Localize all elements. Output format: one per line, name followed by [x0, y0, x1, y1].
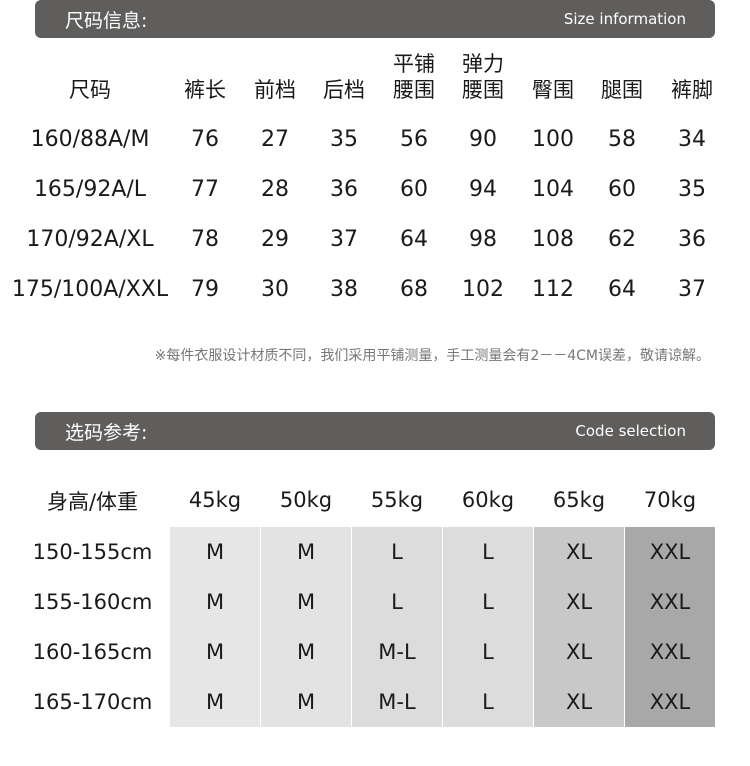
size-cell: 38 — [330, 277, 358, 302]
size-row-label: 175/100A/XXL — [11, 277, 169, 302]
size-recommendation-cell: L — [443, 527, 533, 577]
size-cell: 77 — [191, 177, 219, 202]
corner-label: 身高/体重 — [46, 490, 139, 514]
size-cell: 35 — [678, 177, 706, 202]
size-cell: 60 — [608, 177, 636, 202]
size-column-header: 腰围 — [393, 78, 435, 102]
size-column-header: 腿围 — [601, 78, 643, 102]
size-recommendation-cell: XXL — [625, 577, 715, 627]
code-selection-header: 选码参考: Code selection — [35, 412, 715, 450]
size-cell: 94 — [469, 177, 497, 202]
height-row-label: 155-160cm — [32, 590, 153, 614]
size-column-header: 前档 — [254, 78, 296, 102]
size-recommendation-cell: XXL — [625, 527, 715, 577]
size-column-header: 弹力 — [462, 52, 504, 76]
size-cell: 100 — [532, 127, 574, 152]
size-recommendation-cell: XL — [534, 627, 624, 677]
size-cell: 64 — [400, 227, 428, 252]
size-cell: 112 — [532, 277, 574, 302]
height-row-label: 165-170cm — [32, 690, 153, 714]
size-cell: 78 — [191, 227, 219, 252]
size-recommendation-cell: L — [352, 577, 442, 627]
size-cell: 35 — [330, 127, 358, 152]
size-cell: 30 — [261, 277, 289, 302]
size-cell: 29 — [261, 227, 289, 252]
size-row-label: 165/92A/L — [33, 177, 147, 202]
height-row-label: 150-155cm — [32, 540, 153, 564]
size-cell: 108 — [532, 227, 574, 252]
weight-header: 55kg — [370, 488, 424, 512]
size-info-title: 尺码信息: — [65, 10, 148, 32]
size-recommendation-cell: M — [261, 677, 351, 727]
size-column-header: 裤长 — [184, 78, 226, 102]
size-recommendation-cell: M-L — [352, 627, 442, 677]
size-row-label: 160/88A/M — [30, 127, 150, 152]
size-cell: 34 — [678, 127, 706, 152]
size-cell: 90 — [469, 127, 497, 152]
size-recommendation-cell: M — [170, 527, 260, 577]
size-cell: 68 — [400, 277, 428, 302]
size-recommendation-cell: XL — [534, 677, 624, 727]
weight-header: 50kg — [279, 488, 333, 512]
size-cell: 28 — [261, 177, 289, 202]
height-row-label: 160-165cm — [32, 640, 153, 664]
size-column-header: 腰围 — [462, 78, 504, 102]
size-cell: 60 — [400, 177, 428, 202]
size-recommendation-cell: L — [443, 577, 533, 627]
code-selection-title: 选码参考: — [65, 422, 148, 444]
size-info-subtitle: Size information — [563, 10, 686, 28]
size-column-header: 后档 — [323, 78, 365, 102]
weight-header: 65kg — [552, 488, 606, 512]
size-cell: 79 — [191, 277, 219, 302]
size-recommendation-cell: M — [261, 627, 351, 677]
size-column-header: 尺码 — [69, 78, 111, 102]
size-recommendation-cell: M-L — [352, 677, 442, 727]
size-cell: 98 — [469, 227, 497, 252]
size-cell: 36 — [330, 177, 358, 202]
size-cell: 58 — [608, 127, 636, 152]
size-recommendation-cell: M — [261, 527, 351, 577]
size-cell: 64 — [608, 277, 636, 302]
size-row-label: 170/92A/XL — [26, 227, 154, 252]
size-recommendation-cell: M — [170, 627, 260, 677]
weight-header: 60kg — [461, 488, 515, 512]
size-cell: 36 — [678, 227, 706, 252]
size-cell: 27 — [261, 127, 289, 152]
code-selection-subtitle: Code selection — [575, 422, 686, 440]
size-recommendation-cell: L — [352, 527, 442, 577]
size-column-header: 臀围 — [532, 78, 574, 102]
size-recommendation-cell: M — [261, 577, 351, 627]
size-cell: 104 — [532, 177, 574, 202]
size-cell: 76 — [191, 127, 219, 152]
size-recommendation-cell: M — [170, 677, 260, 727]
size-recommendation-cell: L — [443, 677, 533, 727]
size-recommendation-cell: XXL — [625, 677, 715, 727]
size-cell: 102 — [462, 277, 504, 302]
measurement-note: ※每件衣服设计材质不同，我们采用平铺测量，手工测量会有2－－4CM误差，敬请谅解… — [154, 348, 710, 364]
size-recommendation-cell: XL — [534, 527, 624, 577]
size-column-header: 裤脚 — [671, 78, 713, 102]
size-info-header: 尺码信息: Size information — [35, 0, 715, 38]
size-cell: 37 — [678, 277, 706, 302]
weight-header: 45kg — [188, 488, 242, 512]
weight-header: 70kg — [643, 488, 697, 512]
size-recommendation-cell: XL — [534, 577, 624, 627]
size-recommendation-cell: XXL — [625, 627, 715, 677]
size-recommendation-cell: M — [170, 577, 260, 627]
size-cell: 37 — [330, 227, 358, 252]
size-column-header: 平铺 — [393, 52, 435, 76]
size-cell: 56 — [400, 127, 428, 152]
size-cell: 62 — [608, 227, 636, 252]
size-recommendation-cell: L — [443, 627, 533, 677]
